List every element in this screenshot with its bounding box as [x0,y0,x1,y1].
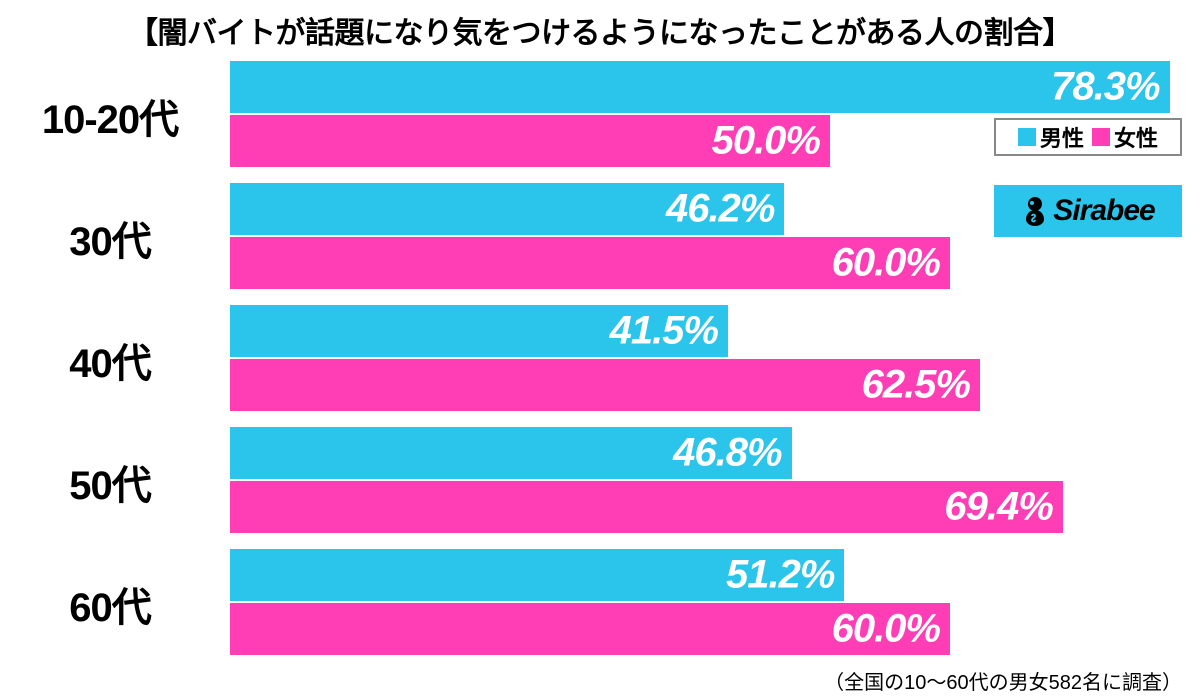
bar-value-female: 60.0% [832,241,940,286]
bar-fill-female: 62.5% [230,359,980,411]
legend-swatch-male [1018,128,1036,146]
bar-fill-female: 60.0% [230,237,950,289]
age-group-label: 40代 [0,331,220,389]
bar-fill-male: 41.5% [230,305,728,357]
bar-pair: 46.8% 69.4% [230,427,1190,535]
age-group-label: 60代 [0,575,220,633]
bar-fill-female: 60.0% [230,603,950,655]
bar-male: 46.8% [230,427,1190,479]
bar-female: 69.4% [230,481,1190,533]
brand-name: Sirabee [1053,194,1154,228]
age-group-label: 50代 [0,453,220,511]
bar-value-male: 46.2% [666,187,774,232]
legend: 男性 女性 [994,118,1182,156]
bar-value-female: 50.0% [712,119,820,164]
legend-label-female: 女性 [1114,121,1158,153]
age-group: 40代 41.5% 62.5% [0,299,1200,421]
bar-value-female: 69.4% [944,485,1052,530]
bar-pair: 41.5% 62.5% [230,305,1190,413]
bar-pair: 51.2% 60.0% [230,549,1190,657]
legend-item-male: 男性 [1018,121,1084,153]
age-group: 10-20代 78.3% 50.0% [0,55,1200,177]
bar-male: 78.3% [230,61,1190,113]
bar-fill-male: 51.2% [230,549,844,601]
age-group: 60代 51.2% 60.0% [0,543,1200,665]
age-group-label: 10-20代 [0,87,220,145]
footnote: （全国の10～60代の男女582名に調査） [824,666,1182,695]
bar-female: 60.0% [230,603,1190,655]
bar-female: 60.0% [230,237,1190,289]
bar-value-male: 78.3% [1051,65,1159,110]
bar-fill-male: 46.8% [230,427,792,479]
bar-value-male: 51.2% [726,553,834,598]
bar-male: 51.2% [230,549,1190,601]
chart-title: 【闇バイトが話題になり気をつけるようになったことがある人の割合】 [0,0,1200,52]
sirabee-logo-icon [1021,196,1049,226]
bar-fill-female: 50.0% [230,115,830,167]
legend-item-female: 女性 [1092,121,1158,153]
bar-male: 41.5% [230,305,1190,357]
bar-fill-male: 78.3% [230,61,1170,113]
age-group-label: 30代 [0,209,220,267]
bar-value-female: 60.0% [832,607,940,652]
bar-fill-female: 69.4% [230,481,1063,533]
bar-value-male: 46.8% [673,431,781,476]
bar-female: 62.5% [230,359,1190,411]
legend-swatch-female [1092,128,1110,146]
brand-badge: Sirabee [994,185,1182,237]
age-group: 50代 46.8% 69.4% [0,421,1200,543]
bar-fill-male: 46.2% [230,183,784,235]
legend-label-male: 男性 [1040,121,1084,153]
bar-value-male: 41.5% [610,309,718,354]
bar-value-female: 62.5% [862,363,970,408]
